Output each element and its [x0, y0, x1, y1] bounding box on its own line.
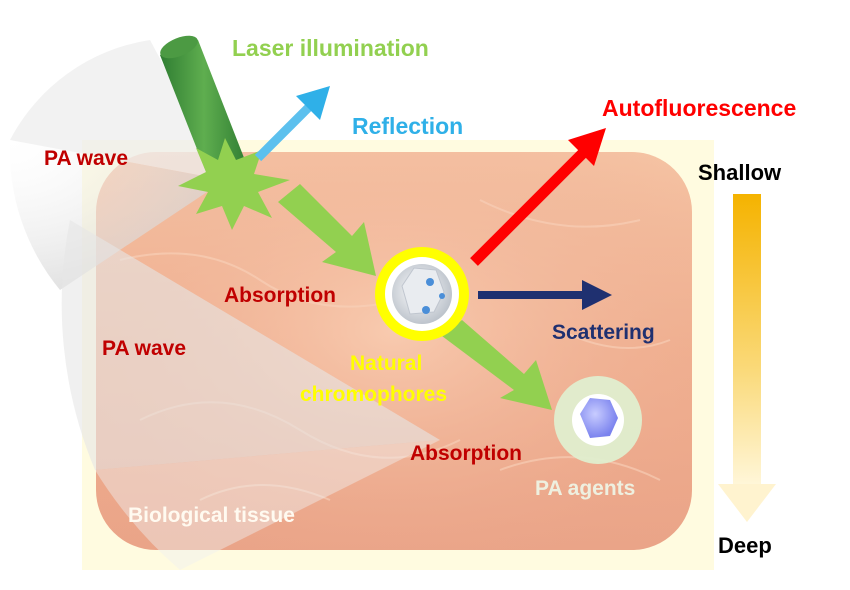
pa-wave-fan-top — [9, 140, 226, 290]
autofluorescence-arrow — [470, 128, 606, 266]
scattering-arrow — [478, 280, 612, 310]
natural-chromophores-label-line1: Natural — [350, 352, 422, 375]
shallow-label: Shallow — [698, 160, 782, 185]
pa-agent — [554, 376, 642, 464]
absorption-label-2: Absorption — [410, 442, 522, 465]
pa-wave-fan-top-upper — [10, 40, 225, 180]
pa-wave-fan-mid-lower — [95, 440, 440, 570]
reflection-arrow — [254, 86, 330, 162]
biological-tissue-label: Biological tissue — [128, 504, 295, 527]
reflection-label: Reflection — [352, 113, 463, 139]
scattering-label: Scattering — [552, 321, 655, 344]
pa-agents-label: PA agents — [535, 477, 635, 500]
deep-label: Deep — [718, 533, 772, 558]
absorption-arrow-1 — [278, 184, 376, 276]
pa-wave-fan-mid — [61, 220, 440, 470]
depth-arrow — [718, 194, 776, 522]
pa-wave-label-top: PA wave — [44, 147, 128, 170]
autofluorescence-label: Autofluorescence — [602, 95, 796, 121]
absorption-arrow-2 — [442, 320, 552, 410]
pa-wave-label-mid: PA wave — [102, 337, 186, 360]
natural-chromophores-label-line2: chromophores — [300, 383, 447, 406]
natural-chromophore — [375, 247, 469, 341]
absorption-label-1: Absorption — [224, 284, 336, 307]
laser-impact-starburst — [178, 138, 290, 230]
laser-illumination-label: Laser illumination — [232, 35, 429, 61]
